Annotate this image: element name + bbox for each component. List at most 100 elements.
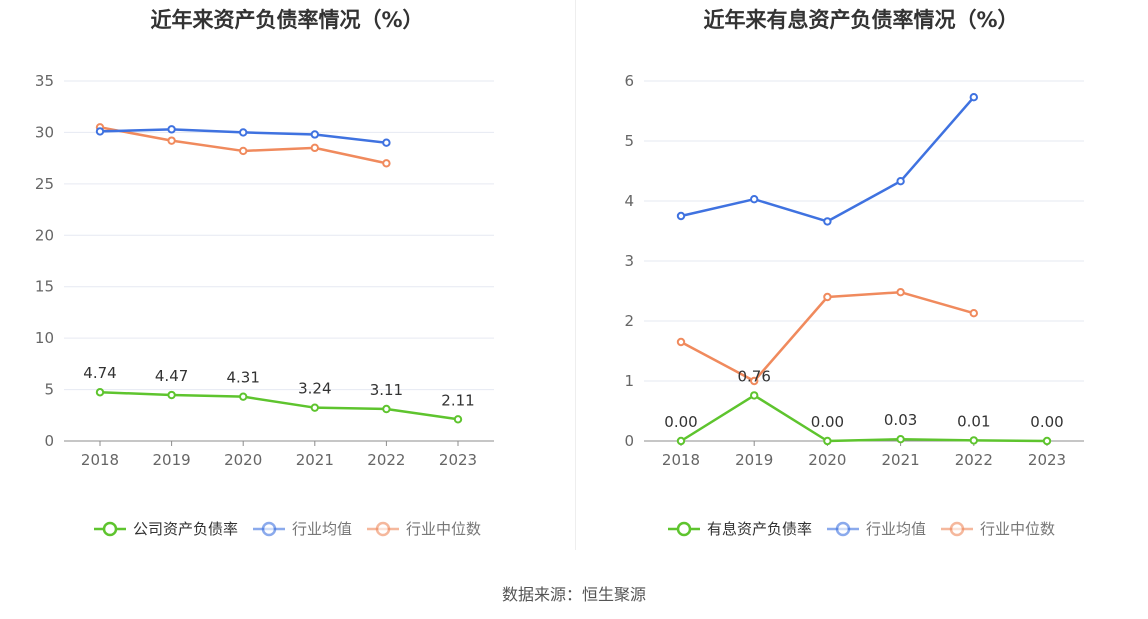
legend-marker-icon	[367, 521, 399, 536]
data-point[interactable]	[823, 436, 832, 446]
data-point[interactable]	[95, 127, 105, 136]
y-tick-label: 25	[35, 175, 54, 193]
data-point[interactable]	[1042, 436, 1052, 446]
data-label: 0.76	[737, 367, 770, 385]
x-tick-label: 2021	[296, 451, 334, 469]
legend-item[interactable]: 行业中位数	[940, 518, 1055, 539]
data-point[interactable]	[382, 159, 391, 168]
data-label: 4.31	[226, 369, 259, 387]
legend-item[interactable]: 行业均值	[252, 518, 352, 539]
series-line	[680, 290, 975, 383]
series-line	[99, 390, 459, 421]
data-point[interactable]	[239, 146, 248, 156]
legend-marker-icon	[941, 521, 973, 536]
x-tick-label: 2022	[367, 451, 405, 469]
legend-marker-icon	[252, 521, 285, 536]
data-point[interactable]	[969, 436, 978, 445]
line-chart-asset-liability: 0 5 10 15 20 25 30 35 2018 2019 2020 2021 2022 2023 4.…	[35, 72, 494, 469]
y-tick-label: 5	[44, 381, 54, 399]
y-tick-label: 35	[35, 72, 54, 90]
x-tick-label: 2018	[81, 451, 119, 469]
line-chart-interest-bearing-liability: 0 1 2 3 4 5 6 2018 2019 2020 2021 2022 2023 0.00 0.76 0…	[624, 72, 1084, 469]
data-label: 0.00	[664, 413, 697, 431]
y-tick-label: 3	[624, 252, 634, 270]
data-point[interactable]	[167, 136, 176, 145]
y-tick-label: 5	[624, 132, 634, 150]
legend-marker-icon	[826, 521, 859, 536]
data-point[interactable]	[896, 177, 905, 186]
legend-label: 行业均值	[291, 520, 352, 538]
legend-item[interactable]: 有息资产负债率	[667, 518, 812, 539]
x-tick-label: 2023	[1028, 451, 1066, 469]
data-point[interactable]	[310, 130, 319, 139]
data-point[interactable]	[750, 376, 759, 386]
y-tick-label: 30	[35, 123, 54, 141]
legend-item[interactable]: 行业中位数	[366, 518, 481, 539]
data-label: 3.11	[370, 381, 403, 399]
y-tick-label: 15	[35, 278, 54, 296]
series-line	[680, 394, 1048, 443]
x-tick-label: 2023	[439, 451, 477, 469]
data-point[interactable]	[167, 125, 176, 134]
data-label: 4.74	[83, 364, 116, 382]
panel-divider	[575, 0, 576, 550]
data-point[interactable]	[382, 138, 391, 147]
legend-label: 行业中位数	[406, 520, 482, 538]
chart-title: 近年来资产负债率情况（%）	[150, 8, 424, 32]
data-point[interactable]	[823, 292, 832, 302]
data-label: 0.00	[1030, 413, 1063, 431]
x-tick-label: 2021	[882, 451, 920, 469]
chart-panel-left: 近年来资产负债率情况（%） 0 5 10 15 20 25 30 35 2018 2019 2020…	[0, 0, 574, 560]
y-tick-label: 1	[624, 372, 634, 390]
data-point[interactable]	[676, 211, 686, 221]
chart-panel-right: 近年来有息资产负债率情况（%） 0 1 2 3 4 5 6 2018 2019 2020 2021 2…	[574, 0, 1148, 560]
data-point[interactable]	[239, 392, 248, 401]
data-point[interactable]	[896, 288, 905, 297]
legend-label: 行业均值	[865, 520, 926, 538]
legend-label: 有息资产负债率	[706, 520, 812, 538]
legend-marker-icon	[93, 521, 126, 536]
legend-item[interactable]: 行业均值	[826, 518, 926, 539]
legend-label: 公司资产负债率	[132, 520, 238, 538]
y-tick-label: 0	[44, 432, 54, 450]
x-tick-label: 2020	[808, 451, 846, 469]
legend-marker-icon	[667, 521, 700, 536]
chart-legend[interactable]: 公司资产负债率 行业均值 行业中位数	[0, 518, 574, 539]
data-point[interactable]	[167, 390, 176, 400]
data-label: 0.00	[811, 413, 844, 431]
data-point[interactable]	[969, 93, 978, 102]
data-point[interactable]	[95, 388, 105, 397]
x-tick-label: 2020	[224, 451, 262, 469]
data-point[interactable]	[453, 415, 463, 424]
data-point[interactable]	[896, 435, 905, 444]
x-tick-label: 2019	[153, 451, 191, 469]
data-point[interactable]	[750, 195, 759, 204]
data-point[interactable]	[382, 404, 391, 414]
data-point[interactable]	[239, 128, 248, 137]
data-label: 4.47	[155, 367, 188, 385]
data-point[interactable]	[823, 217, 832, 226]
y-tick-label: 2	[624, 312, 634, 330]
data-point[interactable]	[969, 309, 978, 318]
data-label: 0.03	[884, 411, 917, 429]
legend-label: 行业中位数	[980, 520, 1056, 538]
x-tick-label: 2019	[735, 451, 773, 469]
series-line	[680, 96, 975, 223]
data-point[interactable]	[310, 403, 319, 412]
y-tick-label: 0	[624, 432, 634, 450]
x-tick-label: 2022	[955, 451, 993, 469]
x-tick-label: 2018	[662, 451, 700, 469]
data-point[interactable]	[310, 143, 319, 153]
data-label: 3.24	[298, 380, 331, 398]
legend-item[interactable]: 公司资产负债率	[93, 518, 238, 539]
chart-legend[interactable]: 有息资产负债率 行业均值 行业中位数	[574, 518, 1148, 539]
data-point[interactable]	[676, 436, 686, 446]
y-tick-label: 4	[624, 192, 634, 210]
y-tick-label: 10	[35, 329, 54, 347]
data-point[interactable]	[676, 337, 686, 347]
y-tick-label: 6	[624, 72, 634, 90]
data-point[interactable]	[750, 391, 759, 400]
data-label: 0.01	[957, 412, 990, 430]
data-source: 数据来源：恒生聚源	[501, 585, 646, 604]
chart-title: 近年来有息资产负债率情况（%）	[703, 8, 1019, 32]
